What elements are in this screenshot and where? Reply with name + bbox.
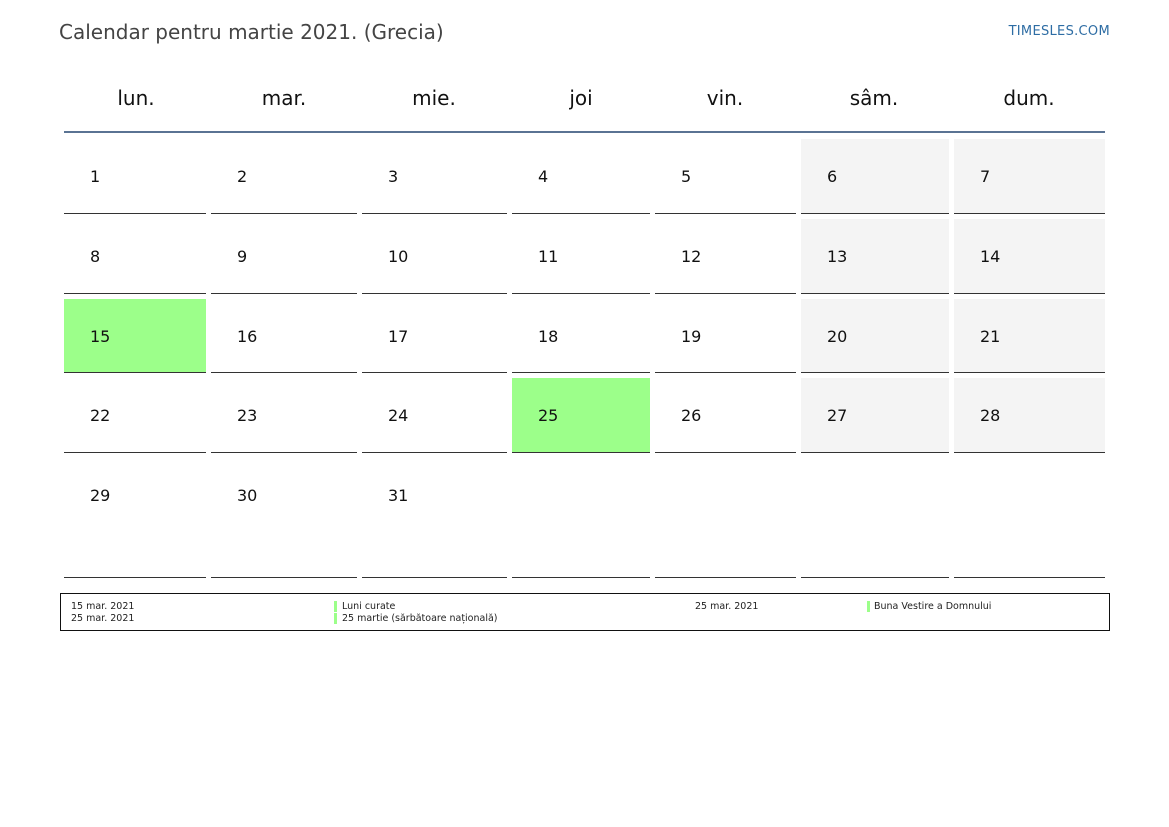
day-cell-holiday[interactable]: 25 [512, 378, 650, 453]
day-cell[interactable]: 26 [655, 378, 796, 453]
day-number: 6 [827, 167, 838, 186]
day-cell-empty [655, 458, 796, 578]
day-number: 8 [90, 247, 101, 266]
day-number: 3 [388, 167, 399, 186]
day-cell[interactable]: 8 [64, 219, 206, 294]
day-number: 30 [237, 486, 258, 505]
day-number: 12 [681, 247, 702, 266]
day-cell-holiday[interactable]: 15 [64, 299, 206, 373]
day-number: 22 [90, 406, 111, 425]
legend-color-swatch [334, 613, 337, 624]
day-number: 16 [237, 327, 258, 346]
day-cell[interactable]: 16 [211, 299, 357, 373]
day-cell[interactable]: 1 [64, 139, 206, 214]
day-cell[interactable]: 5 [655, 139, 796, 214]
day-number: 13 [827, 247, 848, 266]
holiday-legend: 15 mar. 2021 Luni curate 25 mar. 2021 Buna … [60, 593, 1110, 631]
day-cell[interactable]: 20 [801, 299, 949, 373]
day-number: 19 [681, 327, 702, 346]
day-number: 20 [827, 327, 848, 346]
day-cell[interactable]: 30 [211, 458, 357, 578]
weekday-label: joi [569, 86, 593, 110]
day-cell-empty [954, 458, 1105, 578]
day-cell[interactable]: 19 [655, 299, 796, 373]
day-cell[interactable]: 23 [211, 378, 357, 453]
day-cell-empty [801, 458, 949, 578]
day-cell[interactable]: 31 [362, 458, 507, 578]
brand-link[interactable]: TIMESLES.COM [1008, 24, 1110, 39]
day-number: 31 [388, 486, 409, 505]
day-cell[interactable]: 12 [655, 219, 796, 294]
day-cell[interactable]: 22 [64, 378, 206, 453]
day-number: 5 [681, 167, 692, 186]
day-number: 26 [681, 406, 702, 425]
day-cell[interactable]: 6 [801, 139, 949, 214]
day-cell-empty [512, 458, 650, 578]
day-number: 1 [90, 167, 101, 186]
page-title: Calendar pentru martie 2021. (Grecia) [59, 20, 444, 44]
day-number: 15 [90, 327, 111, 346]
day-number: 17 [388, 327, 409, 346]
day-cell[interactable]: 2 [211, 139, 357, 214]
day-cell[interactable]: 29 [64, 458, 206, 578]
legend-color-swatch [867, 601, 870, 612]
day-cell[interactable]: 17 [362, 299, 507, 373]
day-cell[interactable]: 24 [362, 378, 507, 453]
day-number: 7 [980, 167, 991, 186]
day-cell[interactable]: 7 [954, 139, 1105, 214]
day-cell[interactable]: 4 [512, 139, 650, 214]
weekday-label: vin. [706, 86, 744, 110]
day-number: 11 [538, 247, 559, 266]
legend-date: 25 mar. 2021 [695, 601, 759, 612]
day-number: 18 [538, 327, 559, 346]
day-cell[interactable]: 11 [512, 219, 650, 294]
day-number: 10 [388, 247, 409, 266]
legend-color-swatch [334, 601, 337, 612]
day-cell[interactable]: 9 [211, 219, 357, 294]
legend-holiday-name: Luni curate [342, 601, 396, 612]
day-number: 28 [980, 406, 1001, 425]
day-cell[interactable]: 27 [801, 378, 949, 453]
day-number: 4 [538, 167, 549, 186]
weekday-label: sâm. [849, 86, 899, 110]
weekday-label: mar. [261, 86, 307, 110]
weekday-label: mie. [412, 86, 456, 110]
day-cell[interactable]: 10 [362, 219, 507, 294]
day-number: 21 [980, 327, 1001, 346]
day-number: 25 [538, 406, 559, 425]
day-cell[interactable]: 21 [954, 299, 1105, 373]
day-cell[interactable]: 3 [362, 139, 507, 214]
day-number: 23 [237, 406, 258, 425]
day-cell[interactable]: 28 [954, 378, 1105, 453]
day-number: 29 [90, 486, 111, 505]
legend-holiday-name: Buna Vestire a Domnului [874, 601, 992, 612]
weekday-label: dum. [1003, 86, 1055, 110]
day-number: 14 [980, 247, 1001, 266]
day-number: 27 [827, 406, 848, 425]
header-divider [64, 131, 1105, 133]
day-cell[interactable]: 13 [801, 219, 949, 294]
weekday-label: lun. [117, 86, 155, 110]
day-cell[interactable]: 18 [512, 299, 650, 373]
day-number: 24 [388, 406, 409, 425]
day-number: 9 [237, 247, 248, 266]
legend-date: 15 mar. 2021 [71, 601, 135, 612]
day-number: 2 [237, 167, 248, 186]
legend-date: 25 mar. 2021 [71, 613, 135, 624]
legend-holiday-name: 25 martie (sărbătoare națională) [342, 613, 498, 624]
day-cell[interactable]: 14 [954, 219, 1105, 294]
